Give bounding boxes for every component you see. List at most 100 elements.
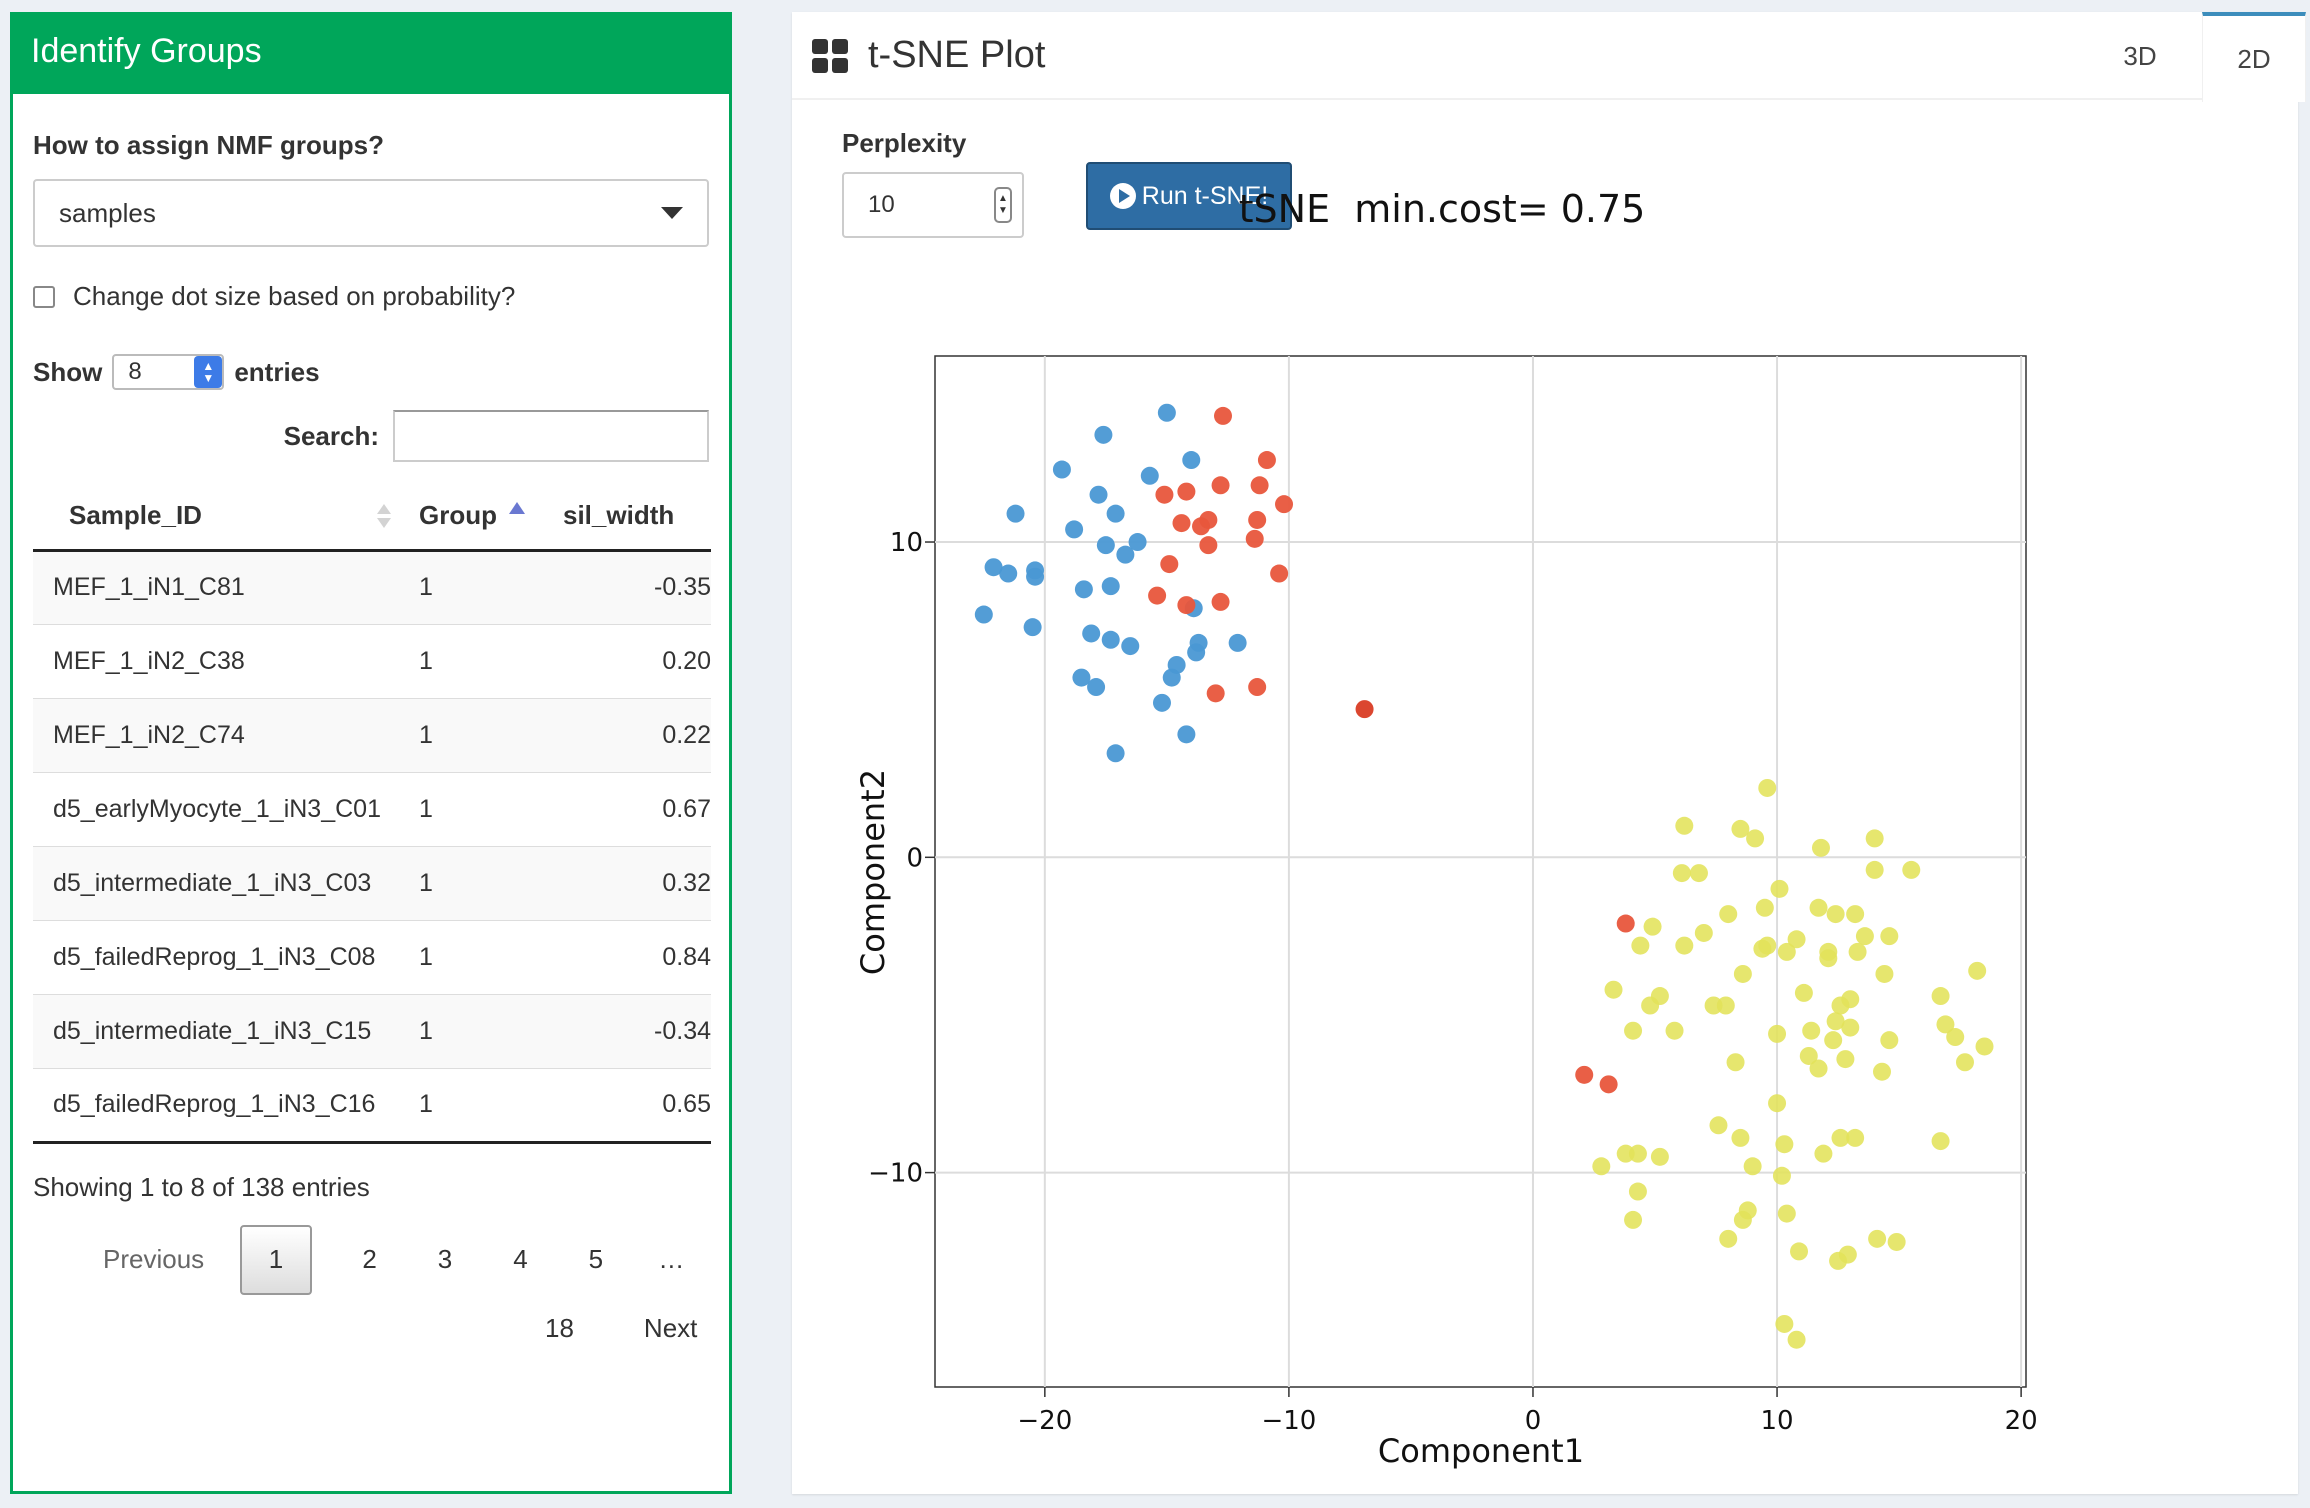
cell-sample-id: d5_intermediate_1_iN3_C15 xyxy=(33,993,403,1068)
table-row[interactable]: MEF_1_iN1_C81 1 -0.35 xyxy=(33,549,711,624)
data-point xyxy=(1790,1242,1809,1261)
data-point xyxy=(1065,520,1084,539)
x-tick-label: 10 xyxy=(1761,1406,1794,1436)
data-point xyxy=(1719,1229,1738,1248)
plot-panel xyxy=(934,355,2027,1388)
data-point xyxy=(1650,1147,1669,1166)
cell-sil-width: -0.35 xyxy=(563,549,711,624)
data-point xyxy=(1199,536,1218,555)
entries-length-select[interactable]: 8 ▲ ▼ xyxy=(112,354,225,390)
play-circle-icon xyxy=(1109,183,1136,209)
data-point xyxy=(1865,829,1884,848)
data-point xyxy=(974,605,993,624)
pagination-page-4[interactable]: 4 xyxy=(513,1244,528,1274)
pagination-page-5[interactable]: 5 xyxy=(588,1244,604,1274)
pagination-page-last[interactable]: 18 xyxy=(545,1312,574,1343)
data-point xyxy=(1855,927,1874,946)
data-point xyxy=(1865,860,1884,879)
data-point xyxy=(1787,1330,1806,1349)
pagination-page-2[interactable]: 2 xyxy=(362,1244,377,1274)
perplexity-value: 10 xyxy=(868,191,895,218)
data-point xyxy=(1592,1157,1611,1176)
dot-size-checkbox[interactable] xyxy=(33,285,55,308)
data-point xyxy=(1211,476,1230,495)
assign-groups-select[interactable]: samples xyxy=(33,179,709,247)
pagination-page-3[interactable]: 3 xyxy=(437,1244,453,1274)
data-point xyxy=(1831,1128,1850,1147)
table-row[interactable]: d5_earlyMyocyte_1_iN3_C01 1 0.67 xyxy=(33,771,711,846)
data-points xyxy=(974,403,1994,1349)
cell-sil-width: 0.84 xyxy=(563,919,711,994)
cell-group: 1 xyxy=(403,771,563,846)
data-point xyxy=(1819,949,1838,968)
pagination-page-1[interactable]: 1 xyxy=(240,1224,312,1295)
data-point xyxy=(1624,1021,1643,1040)
data-point xyxy=(1838,1245,1857,1264)
data-point xyxy=(1101,577,1120,596)
run-tsne-button[interactable]: Run t-SNE! xyxy=(1086,162,1292,230)
run-tsne-label: Run t-SNE! xyxy=(1141,181,1269,210)
data-point xyxy=(1155,485,1174,504)
data-point xyxy=(1936,1015,1955,1034)
cell-sample-id: MEF_1_iN2_C38 xyxy=(33,623,403,698)
table-row[interactable]: d5_failedReprog_1_iN3_C16 1 0.65 xyxy=(33,1067,711,1144)
data-point xyxy=(1089,485,1108,504)
pagination-previous[interactable]: Previous xyxy=(103,1244,205,1274)
tsne-scatter-plot: tSNE min.cost= 0.75 −20 −10 0 10 20 10 0 −10 Co… xyxy=(854,187,2038,1470)
data-point xyxy=(1177,596,1196,615)
data-point xyxy=(1355,700,1374,719)
cell-sample-id: d5_earlyMyocyte_1_iN3_C01 xyxy=(33,771,403,846)
data-point xyxy=(1641,996,1660,1015)
data-point xyxy=(1006,504,1025,523)
header-sample-id[interactable]: Sample_ID xyxy=(33,482,403,552)
header-sil-width[interactable]: sil_width xyxy=(563,482,711,552)
data-point xyxy=(1775,1135,1794,1154)
data-point xyxy=(1026,567,1045,586)
table-row[interactable]: d5_intermediate_1_iN3_C03 1 0.32 xyxy=(33,845,711,920)
data-point xyxy=(1675,936,1694,955)
data-point xyxy=(1162,668,1181,687)
table-info: Showing 1 to 8 of 138 entries xyxy=(33,1171,370,1202)
data-point xyxy=(1148,586,1167,605)
data-point xyxy=(1157,403,1176,422)
tsne-plot-title: t-SNE Plot xyxy=(868,34,1046,76)
data-point xyxy=(1177,482,1196,501)
spinner-arrows-icon[interactable]: ▲ ▼ xyxy=(994,187,1012,223)
chart-title: tSNE min.cost= 0.75 xyxy=(1239,187,1646,231)
cell-sil-width: 0.67 xyxy=(563,771,711,846)
search-input[interactable] xyxy=(393,410,709,462)
data-point xyxy=(1211,592,1230,611)
data-point xyxy=(1121,637,1140,656)
data-point xyxy=(1675,816,1694,835)
data-point xyxy=(1643,917,1662,936)
data-point xyxy=(1758,936,1777,955)
perplexity-input[interactable]: 10 ▲ ▼ xyxy=(842,172,1024,238)
data-point xyxy=(1575,1065,1594,1084)
data-point xyxy=(1955,1053,1974,1072)
data-point xyxy=(1694,923,1713,942)
pagination-next[interactable]: Next xyxy=(643,1312,698,1343)
data-point xyxy=(1106,744,1125,763)
tsne-plot-header: t-SNE Plot 3D 2D xyxy=(792,12,2306,102)
sort-ascending-icon xyxy=(509,501,525,514)
chevron-down-icon xyxy=(661,207,683,219)
data-point xyxy=(1270,564,1289,583)
table-row[interactable]: d5_intermediate_1_iN3_C15 1 -0.34 xyxy=(33,993,711,1068)
th-large-icon xyxy=(812,38,848,73)
data-point xyxy=(1726,1053,1745,1072)
data-point xyxy=(1777,942,1796,961)
data-point xyxy=(1887,1232,1906,1251)
table-row[interactable]: MEF_1_iN2_C38 1 0.20 xyxy=(33,623,711,698)
cell-group: 1 xyxy=(403,623,563,698)
data-point xyxy=(1628,1182,1647,1201)
header-group[interactable]: Group xyxy=(403,482,563,552)
assign-groups-label: How to assign NMF groups? xyxy=(33,130,384,160)
data-point xyxy=(1709,1116,1728,1135)
table-row[interactable]: MEF_1_iN2_C74 1 0.22 xyxy=(33,697,711,772)
data-point xyxy=(1772,1166,1791,1185)
x-tick-label: 0 xyxy=(1525,1406,1542,1436)
tab-3d[interactable]: 3D xyxy=(2123,40,2157,71)
tab-2d[interactable]: 2D xyxy=(2202,12,2306,102)
table-row[interactable]: d5_failedReprog_1_iN3_C08 1 0.84 xyxy=(33,919,711,994)
cell-group: 1 xyxy=(403,549,563,624)
